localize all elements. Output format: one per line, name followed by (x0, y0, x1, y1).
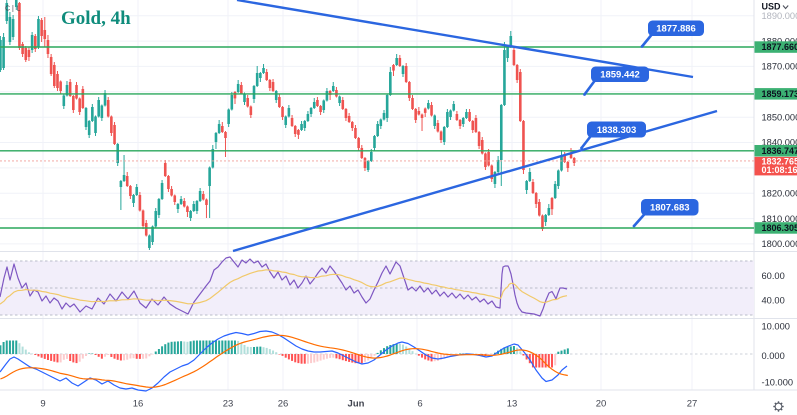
svg-text:10.000: 10.000 (762, 322, 790, 332)
svg-text:20: 20 (596, 399, 607, 410)
svg-text:13: 13 (507, 399, 518, 410)
svg-text:9: 9 (40, 399, 45, 410)
svg-text:01:08:16: 01:08:16 (762, 165, 797, 175)
svg-text:Jun: Jun (348, 399, 365, 410)
svg-text:1859.173: 1859.173 (762, 89, 797, 99)
svg-text:1820.000: 1820.000 (762, 188, 797, 198)
svg-text:1870.000: 1870.000 (762, 62, 797, 72)
svg-text:27: 27 (687, 399, 698, 410)
svg-text:60.00: 60.00 (762, 271, 785, 281)
svg-text:1832.765: 1832.765 (762, 157, 797, 167)
svg-text:6: 6 (417, 399, 422, 410)
svg-text:1877.886: 1877.886 (656, 24, 696, 35)
svg-text:1836.747: 1836.747 (762, 146, 797, 156)
svg-text:L: L (17, 6, 21, 13)
svg-text:1877.660: 1877.660 (762, 42, 797, 52)
svg-text:1859.442: 1859.442 (600, 70, 640, 81)
svg-text:1800.000: 1800.000 (762, 239, 797, 249)
svg-text:0.000: 0.000 (762, 351, 785, 361)
svg-text:40.00: 40.00 (762, 296, 785, 306)
svg-text:1806.305: 1806.305 (762, 223, 797, 233)
svg-text:1810.000: 1810.000 (762, 214, 797, 224)
svg-text:C: C (5, 6, 10, 13)
svg-text:16: 16 (133, 399, 144, 410)
svg-text:1850.000: 1850.000 (762, 112, 797, 122)
svg-text:1840.000: 1840.000 (762, 138, 797, 148)
svg-text:26: 26 (278, 399, 289, 410)
svg-text:1807.683: 1807.683 (650, 203, 690, 214)
svg-text:Gold, 4h: Gold, 4h (61, 8, 131, 29)
svg-text:1838.303: 1838.303 (597, 125, 637, 136)
svg-text:|: | (12, 6, 14, 13)
svg-text:1890.000: 1890.000 (762, 11, 797, 21)
svg-text:-10.000: -10.000 (762, 378, 794, 388)
svg-text:23: 23 (223, 399, 234, 410)
svg-text:USD: USD (762, 2, 782, 12)
